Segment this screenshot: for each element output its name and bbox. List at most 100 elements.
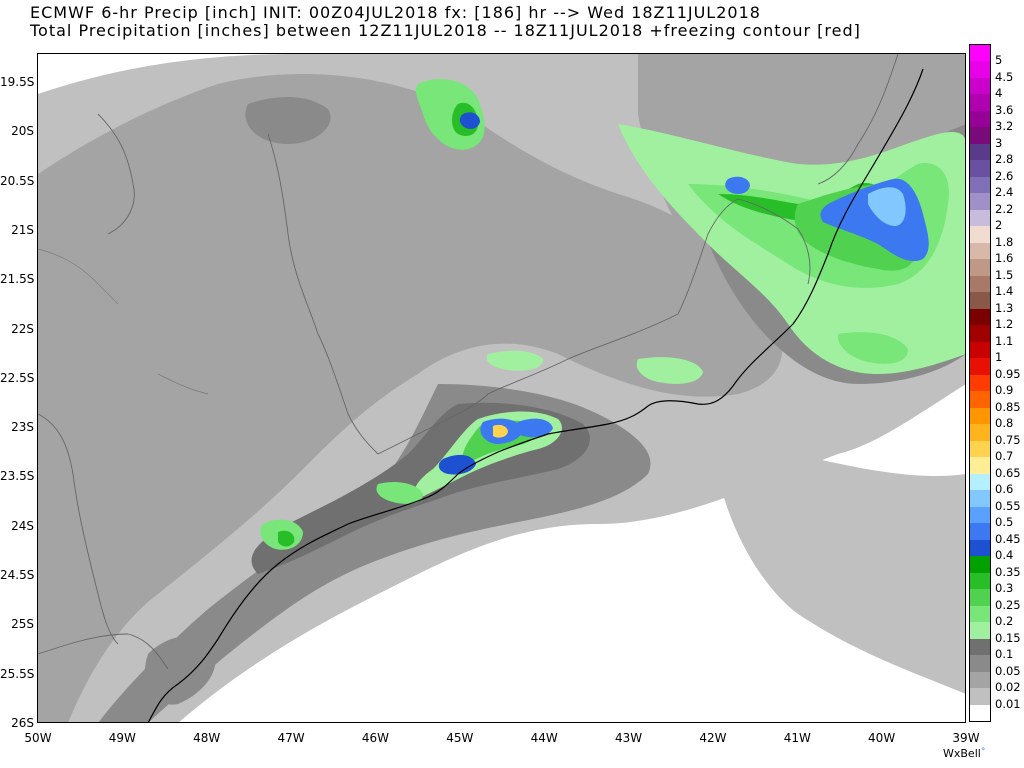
colorbar-level-label: 5 xyxy=(995,53,1003,68)
colorbar-level-label: 0.75 xyxy=(995,432,1021,447)
colorbar-segment xyxy=(970,209,990,227)
colorbar-level-label: 0.6 xyxy=(995,482,1014,497)
lat-tick-label: 21S xyxy=(11,222,34,237)
colorbar-level-label: 1.5 xyxy=(995,267,1014,282)
lat-tick-label: 24.5S xyxy=(0,568,35,583)
colorbar-level-label: 0.01 xyxy=(995,696,1021,711)
rivers xyxy=(38,248,209,395)
colorbar-level-label: 0.35 xyxy=(995,564,1021,579)
colorbar-level-label: 0.55 xyxy=(995,498,1021,513)
colorbar-segment xyxy=(970,341,990,359)
colorbar-level-label: 4 xyxy=(995,86,1003,101)
lat-tick-label: 22S xyxy=(11,321,34,336)
colorbar-segment xyxy=(970,688,990,705)
colorbar-segment xyxy=(970,440,990,458)
colorbar-level-label: 0.85 xyxy=(995,399,1021,414)
colorbar-segment xyxy=(970,473,990,491)
lat-tick-label: 26S xyxy=(11,716,34,730)
lat-tick-label: 22.5S xyxy=(0,370,35,385)
colorbar-segment xyxy=(970,160,990,178)
lat-tick-label: 23.5S xyxy=(0,469,35,484)
colorbar-segment xyxy=(970,358,990,376)
lon-tick-label: 44W xyxy=(530,731,558,745)
lon-tick-label: 48W xyxy=(193,731,221,745)
colorbar-segment xyxy=(970,110,990,128)
colorbar-level-label: 0.9 xyxy=(995,383,1014,398)
colorbar-segment xyxy=(970,308,990,326)
colorbar-segment xyxy=(970,325,990,343)
colorbar-segment xyxy=(970,374,990,392)
lon-tick-label: 45W xyxy=(446,731,474,745)
lon-tick-label: 47W xyxy=(277,731,305,745)
lon-tick-label: 42W xyxy=(699,731,727,745)
lon-tick-label: 49W xyxy=(108,731,136,745)
colorbar-segment xyxy=(970,523,990,541)
colorbar-segment xyxy=(970,391,990,409)
colorbar-level-label: 1.8 xyxy=(995,234,1014,249)
colorbar-segment xyxy=(970,127,990,145)
lon-tick-label: 40W xyxy=(868,731,896,745)
colorbar-segment xyxy=(970,589,990,607)
lat-tick-label: 20.5S xyxy=(0,173,35,188)
lat-tick-label: 21.5S xyxy=(0,272,35,287)
colorbar-level-label: 0.2 xyxy=(995,614,1014,629)
state-borders xyxy=(38,54,899,670)
colorbar-level-label: 1 xyxy=(995,350,1003,365)
colorbar-segment xyxy=(970,490,990,508)
lon-tick-label: 43W xyxy=(614,731,643,745)
colorbar-segment xyxy=(970,77,990,95)
colorbar-level-label: 1.1 xyxy=(995,333,1014,348)
colorbar-level-label: 0.4 xyxy=(995,548,1014,563)
colorbar-segment xyxy=(970,61,990,79)
colorbar-segment xyxy=(970,193,990,211)
lon-tick-label: 46W xyxy=(361,731,390,745)
colorbar-segment xyxy=(970,242,990,260)
precip-field-blue xyxy=(438,112,929,475)
colorbar-level-label: 2.6 xyxy=(995,168,1014,183)
lat-tick-label: 25S xyxy=(11,617,34,632)
colorbar-level-label: 0.1 xyxy=(995,647,1014,662)
colorbar-level-label: 0.65 xyxy=(995,465,1021,480)
colorbar-segment xyxy=(970,275,990,293)
colorbar-level-label: 1.6 xyxy=(995,251,1014,266)
colorbar-level-label: 3.6 xyxy=(995,102,1014,117)
colorbar-level-label: 0.45 xyxy=(995,531,1021,546)
lat-tick-label: 19.5S xyxy=(0,75,35,89)
colorbar-level-label: 1.2 xyxy=(995,317,1014,332)
map-subtitle: Total Precipitation [inches] between 12Z… xyxy=(30,21,861,40)
colorbar-segment xyxy=(970,457,990,475)
colorbar-level-label: 0.05 xyxy=(995,663,1021,678)
colorbar-segment xyxy=(970,704,990,722)
colorbar-segment xyxy=(970,259,990,277)
map-title: ECMWF 6-hr Precip [inch] INIT: 00Z04JUL2… xyxy=(30,3,761,22)
colorbar-level-label: 3.2 xyxy=(995,119,1014,134)
colorbar-level-label: 0.25 xyxy=(995,597,1021,612)
colorbar-segment xyxy=(970,292,990,310)
lon-tick-label: 41W xyxy=(783,731,811,745)
colorbar-level-label: 0.02 xyxy=(995,680,1021,695)
colorbar-segment xyxy=(970,539,990,557)
colorbar-segment xyxy=(970,622,990,640)
colorbar-segment xyxy=(970,556,990,574)
colorbar-level-label: 4.5 xyxy=(995,69,1014,84)
colorbar-segment xyxy=(970,638,990,656)
colorbar-level-label: 0.15 xyxy=(995,630,1021,645)
colorbar xyxy=(969,44,991,722)
colorbar-segment xyxy=(970,143,990,161)
coastline xyxy=(147,68,924,723)
colorbar-level-label: 0.7 xyxy=(995,449,1014,464)
lat-tick-label: 20S xyxy=(11,124,34,139)
colorbar-segment xyxy=(970,605,990,623)
colorbar-level-label: 0.8 xyxy=(995,416,1014,431)
credit-logo: WxBell° xyxy=(943,747,985,760)
colorbar-segment xyxy=(970,671,990,689)
colorbar-level-label: 2 xyxy=(995,218,1003,233)
colorbar-level-label: 1.3 xyxy=(995,300,1014,315)
lat-tick-label: 23S xyxy=(11,420,34,435)
colorbar-level-label: 2.8 xyxy=(995,152,1014,167)
colorbar-level-label: 0.5 xyxy=(995,515,1014,530)
colorbar-segment xyxy=(970,572,990,590)
colorbar-segment xyxy=(970,655,990,673)
colorbar-segment xyxy=(970,45,990,62)
colorbar-segment xyxy=(970,424,990,442)
